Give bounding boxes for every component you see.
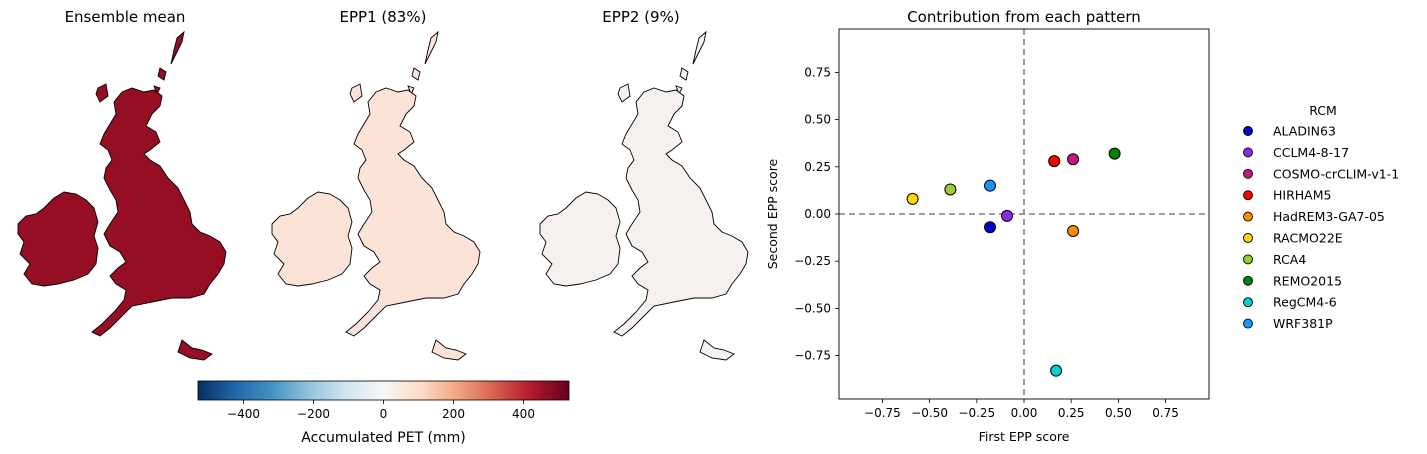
legend: RCM ALADIN63 CCLM4-8-17 COSMO-crCLIM-v1-1 HI… [1243, 103, 1399, 331]
uk-ireland-outline [17, 31, 227, 361]
legend-marker [1243, 190, 1253, 201]
y-axis-label: Second EPP score [765, 158, 780, 269]
x-tick-label: −0.50 [911, 406, 948, 420]
legend-label: REMO2015 [1273, 273, 1342, 288]
colorbar-tick-label: 400 [512, 407, 535, 421]
legend-label: RegCM4-6 [1273, 295, 1337, 310]
data-point-regcm4-6 [1050, 364, 1063, 377]
legend-marker [1243, 297, 1253, 308]
data-point-cosmo-crclim-v1-1 [1067, 153, 1080, 166]
legend-label: COSMO-crCLIM-v1-1 [1273, 166, 1399, 181]
y-tick-label: −0.25 [794, 254, 831, 268]
colorbar-gradient [197, 380, 570, 401]
colorbar-tick-label: 200 [442, 407, 465, 421]
uk-ireland-outline [271, 31, 481, 361]
x-tick-label: −0.25 [958, 406, 995, 420]
y-tick-label: 0.25 [804, 160, 831, 174]
data-point-racmo22e [906, 192, 919, 205]
map-title: EPP2 (9%) [602, 8, 679, 26]
legend-label: RCA4 [1273, 252, 1306, 267]
x-tick-label: 0.75 [1152, 406, 1179, 420]
legend-label: CCLM4-8-17 [1273, 145, 1349, 160]
legend-marker [1243, 147, 1253, 158]
data-point-aladin63 [984, 221, 997, 234]
data-point-remo2015 [1108, 147, 1121, 160]
colorbar: −400 −200 0 200 400 Accumulated PET (mm) [197, 380, 570, 446]
legend-marker [1243, 233, 1253, 243]
colorbar-label: Accumulated PET (mm) [301, 430, 466, 446]
x-tick-label: −0.75 [864, 406, 901, 420]
map-title: Ensemble mean [65, 8, 186, 26]
maps-panel: Ensemble mean EPP1 (83%) EPP2 (9%) [17, 8, 749, 361]
data-point-wrf381p [984, 179, 997, 192]
uk-ireland-outline [539, 31, 749, 361]
x-axis-label: First EPP score [979, 429, 1070, 444]
y-tick-label: 0.00 [804, 207, 831, 221]
scatter-chart: Contribution from each pattern −0.75 −0.50… [765, 8, 1210, 444]
chart-title: Contribution from each pattern [907, 8, 1141, 26]
y-tick-label: −0.75 [794, 349, 831, 363]
data-point-hirham5 [1048, 155, 1061, 168]
data-point-hadrem3-ga7-05 [1067, 224, 1080, 237]
legend-label: RACMO22E [1273, 231, 1343, 246]
colorbar-tick-label: 0 [380, 407, 388, 421]
y-tick-label: −0.50 [794, 301, 831, 315]
x-tick-label: 0.25 [1058, 406, 1085, 420]
colorbar-tick-label: −200 [297, 407, 330, 421]
legend-marker [1243, 254, 1253, 265]
data-point-rca4 [944, 183, 957, 196]
legend-marker [1243, 211, 1253, 222]
x-tick-label: 0.50 [1105, 406, 1132, 420]
colorbar-tick-label: −400 [227, 407, 260, 421]
data-point-cclm4-8-17 [1001, 209, 1014, 222]
legend-label: WRF381P [1273, 316, 1333, 331]
legend-marker [1243, 126, 1253, 136]
legend-label: HIRHAM5 [1273, 188, 1331, 203]
y-tick-label: 0.75 [804, 65, 831, 79]
legend-marker [1243, 275, 1253, 286]
map-title: EPP1 (83%) [340, 8, 427, 26]
legend-marker [1243, 318, 1253, 329]
map-3: EPP2 (9%) [539, 8, 749, 361]
legend-label: ALADIN63 [1273, 124, 1336, 139]
x-tick-label: 0.00 [1011, 406, 1038, 420]
legend-marker [1243, 168, 1253, 179]
map-2: EPP1 (83%) [271, 8, 481, 361]
map-1: Ensemble mean [17, 8, 227, 361]
legend-label: HadREM3-GA7-05 [1273, 209, 1385, 224]
y-tick-label: 0.50 [804, 113, 831, 127]
legend-title: RCM [1309, 103, 1337, 118]
plot-frame [838, 28, 1210, 400]
